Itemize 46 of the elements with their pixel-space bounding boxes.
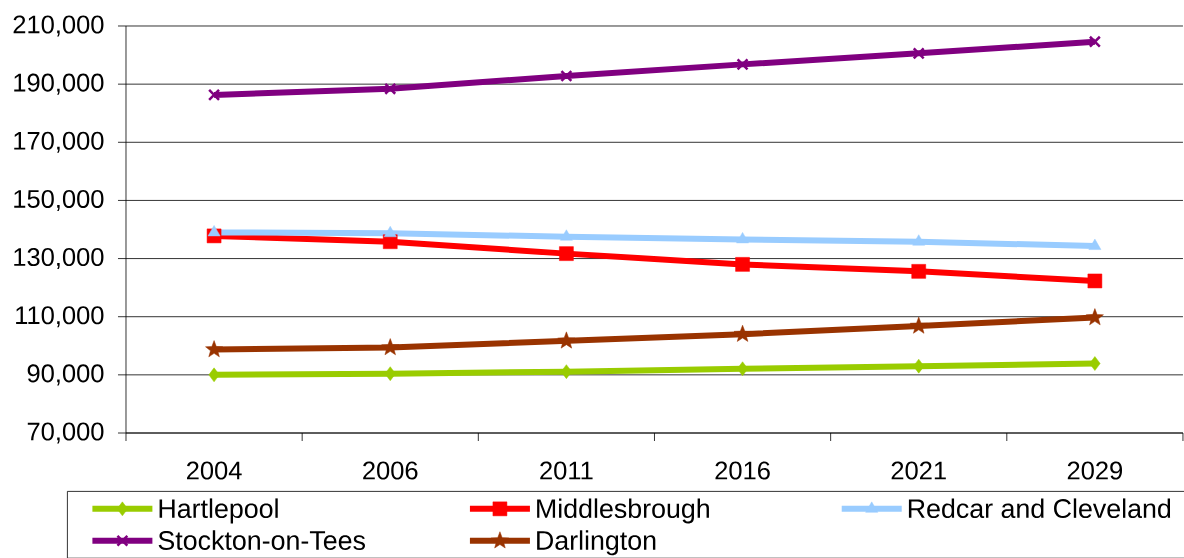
- point: [735, 257, 750, 272]
- legend-label: Darlington: [537, 530, 656, 556]
- point: [207, 88, 221, 102]
- point: [912, 47, 925, 60]
- point: [913, 358, 925, 374]
- y-tick-label: 130,000: [14, 248, 104, 270]
- point: [557, 331, 576, 349]
- x-tick-label: 2029: [1067, 461, 1123, 480]
- point: [205, 340, 223, 358]
- legend-label: Redcar and Cleveland: [908, 498, 1171, 519]
- point: [1086, 308, 1104, 326]
- point: [381, 338, 400, 356]
- y-tick-label: 70,000: [27, 422, 104, 444]
- legend-label: Hartlepool: [159, 498, 278, 524]
- point: [208, 367, 220, 383]
- point: [911, 264, 926, 279]
- point: [1088, 35, 1102, 48]
- point: [737, 361, 749, 376]
- point: [736, 58, 749, 71]
- legend-label: Stockton-on-Tees: [158, 530, 365, 550]
- y-tick-label: 90,000: [27, 364, 104, 386]
- x-tick-label: 2016: [715, 461, 770, 480]
- point: [1087, 273, 1103, 289]
- y-tick-label: 170,000: [14, 131, 104, 153]
- y-tick-label: 150,000: [14, 189, 104, 211]
- point: [912, 234, 926, 246]
- x-tick-label: 2006: [363, 461, 418, 480]
- point: [909, 316, 928, 334]
- y-tick-label: 190,000: [14, 73, 104, 95]
- legend-label: Middlesbrough: [537, 498, 709, 524]
- y-tick-label: 110,000: [16, 306, 104, 328]
- point: [560, 69, 573, 83]
- point: [384, 82, 397, 95]
- point: [559, 246, 574, 261]
- point: [733, 324, 752, 342]
- point: [1088, 238, 1102, 250]
- point: [207, 225, 221, 237]
- point: [1089, 356, 1101, 371]
- x-tick-label: 2004: [187, 461, 242, 480]
- point: [736, 232, 749, 244]
- y-tick-label: 210,000: [13, 15, 104, 37]
- point: [384, 366, 396, 381]
- x-tick-label: 2011: [540, 461, 593, 480]
- point: [383, 226, 397, 238]
- point: [560, 229, 573, 241]
- x-tick-label: 2021: [891, 461, 946, 480]
